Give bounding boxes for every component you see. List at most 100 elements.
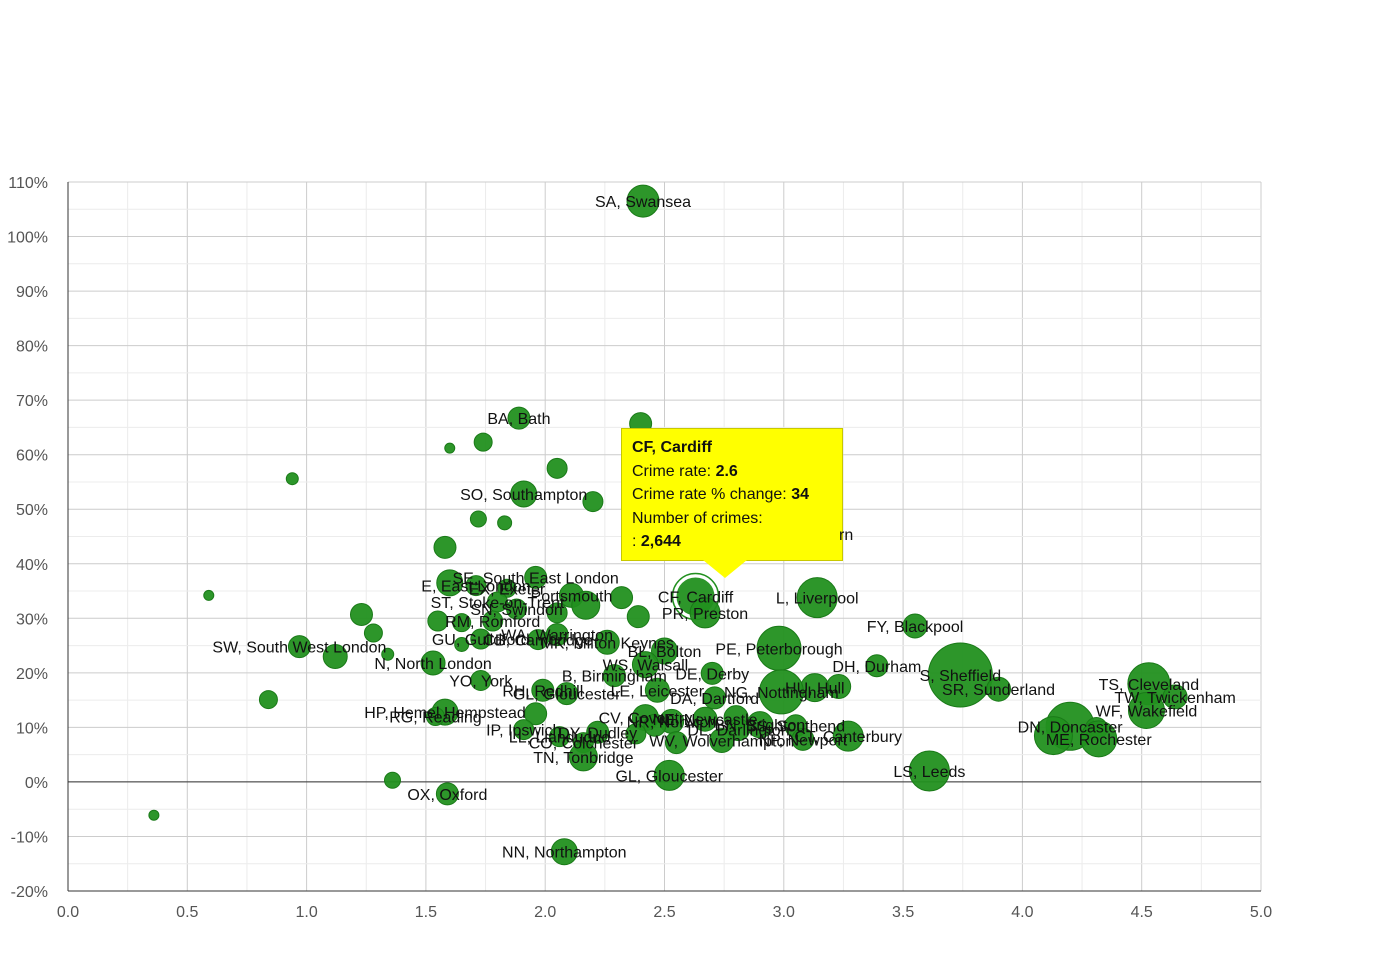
bubble-label: SS, Southend: [746, 719, 845, 736]
bubble[interactable]: [507, 406, 531, 430]
bubble[interactable]: [531, 678, 555, 702]
bubble[interactable]: [594, 629, 620, 655]
bubble[interactable]: [832, 720, 864, 752]
bubble-label: N, North London: [374, 656, 491, 673]
bubble[interactable]: [908, 750, 950, 792]
bubble[interactable]: [506, 598, 528, 620]
bubble[interactable]: [285, 472, 299, 486]
bubble[interactable]: [865, 654, 889, 678]
bubble[interactable]: [470, 628, 492, 650]
bubble[interactable]: [420, 650, 446, 676]
bubble[interactable]: [436, 569, 464, 597]
y-tick-label: 40%: [16, 557, 48, 574]
bubble[interactable]: [651, 637, 678, 665]
bubble[interactable]: [363, 623, 383, 643]
bubble[interactable]: [527, 629, 549, 651]
y-tick-label: 20%: [16, 666, 48, 683]
bubble[interactable]: [610, 586, 634, 610]
bubble[interactable]: [469, 510, 487, 528]
bubble[interactable]: [703, 686, 727, 710]
bubble[interactable]: [986, 676, 1012, 702]
y-tick-label: 50%: [16, 502, 48, 519]
y-tick-label: 0%: [25, 775, 48, 792]
bubble-label: RG, Reading: [389, 709, 482, 726]
bubble[interactable]: [465, 575, 487, 597]
bubble-label: PE, Peterborough: [715, 641, 842, 658]
tooltip-title: CF, Cardiff: [632, 439, 712, 456]
bubble[interactable]: [1080, 720, 1118, 758]
bubble[interactable]: [524, 702, 548, 726]
bubble[interactable]: [454, 636, 470, 652]
bubble[interactable]: [700, 661, 724, 685]
bubble-label: DE, Derby: [675, 666, 749, 683]
bubble-label: HP, Hemel Hempstead: [364, 705, 526, 722]
bubble-label: OX, Oxford: [407, 787, 487, 804]
bubble[interactable]: [709, 727, 735, 753]
bubble-label: GL, Gloucester: [615, 768, 723, 785]
bubble[interactable]: [203, 589, 215, 601]
bubble[interactable]: [550, 838, 578, 866]
bubble[interactable]: [381, 647, 395, 661]
bubble[interactable]: [1033, 716, 1073, 756]
bubble-label: WA, Warrington: [501, 628, 613, 645]
bubble[interactable]: [546, 602, 568, 624]
bubble[interactable]: [473, 432, 493, 452]
bubble[interactable]: [644, 677, 670, 703]
bubble[interactable]: [427, 610, 449, 632]
bubble[interactable]: [555, 682, 579, 706]
bubble[interactable]: [497, 515, 513, 531]
bubble[interactable]: [1127, 691, 1165, 729]
bubble[interactable]: [510, 480, 538, 508]
bubble[interactable]: [435, 782, 459, 806]
bubble[interactable]: [444, 442, 456, 454]
bubble[interactable]: [653, 759, 685, 791]
bubble[interactable]: [791, 727, 815, 751]
bubble-label: GU, Guildford: [432, 632, 530, 649]
bubble-label: DH, Durham: [832, 659, 921, 676]
bubble[interactable]: [602, 664, 626, 688]
bubble-label: DL, Darlington: [687, 723, 789, 740]
x-tick-label: 4.5: [1131, 904, 1153, 921]
bubble[interactable]: [452, 613, 472, 633]
bubble-label: YO, York: [449, 673, 513, 690]
bubble[interactable]: [433, 535, 457, 559]
bubble-tooltip: CF, Cardiff Crime rate: 2.6 Crime rate %…: [621, 428, 843, 561]
bubble[interactable]: [148, 809, 160, 821]
bubble[interactable]: [425, 706, 445, 726]
bubble[interactable]: [631, 651, 659, 679]
bubble[interactable]: [664, 731, 688, 755]
bubble[interactable]: [625, 723, 647, 745]
bubble[interactable]: [524, 565, 548, 589]
bubble[interactable]: [692, 706, 718, 732]
bubble[interactable]: [1162, 684, 1188, 710]
bubble[interactable]: [568, 742, 598, 772]
bubble[interactable]: [643, 713, 667, 737]
bubble[interactable]: [689, 597, 721, 629]
bubble[interactable]: [470, 669, 492, 691]
bubble[interactable]: [258, 690, 278, 710]
bubble[interactable]: [322, 643, 348, 669]
bubble-label: LE, Leicester: [611, 683, 705, 700]
bubble[interactable]: [758, 669, 804, 715]
bubble[interactable]: [571, 590, 601, 620]
bubble[interactable]: [546, 457, 568, 479]
bubble-label: ME, Rochester: [1046, 732, 1152, 749]
bubble[interactable]: [482, 610, 504, 632]
bubble[interactable]: [582, 491, 604, 513]
bubble-label: SR, Sunderland: [942, 682, 1055, 699]
bubble-label: SA, Swansea: [595, 194, 691, 211]
bubble[interactable]: [902, 613, 928, 639]
y-tick-label: 80%: [16, 339, 48, 356]
bubble[interactable]: [626, 184, 660, 218]
x-tick-label: 4.0: [1011, 904, 1033, 921]
bubble[interactable]: [513, 719, 535, 741]
bubble[interactable]: [383, 771, 401, 789]
bubble[interactable]: [796, 577, 838, 619]
bubble[interactable]: [287, 635, 311, 659]
bubble[interactable]: [349, 602, 373, 626]
tooltip-pointer: [703, 560, 747, 578]
bubble[interactable]: [549, 726, 571, 748]
bubble[interactable]: [927, 642, 993, 708]
bubble-label: L, Liverpool: [776, 591, 859, 608]
bubble[interactable]: [626, 605, 650, 629]
